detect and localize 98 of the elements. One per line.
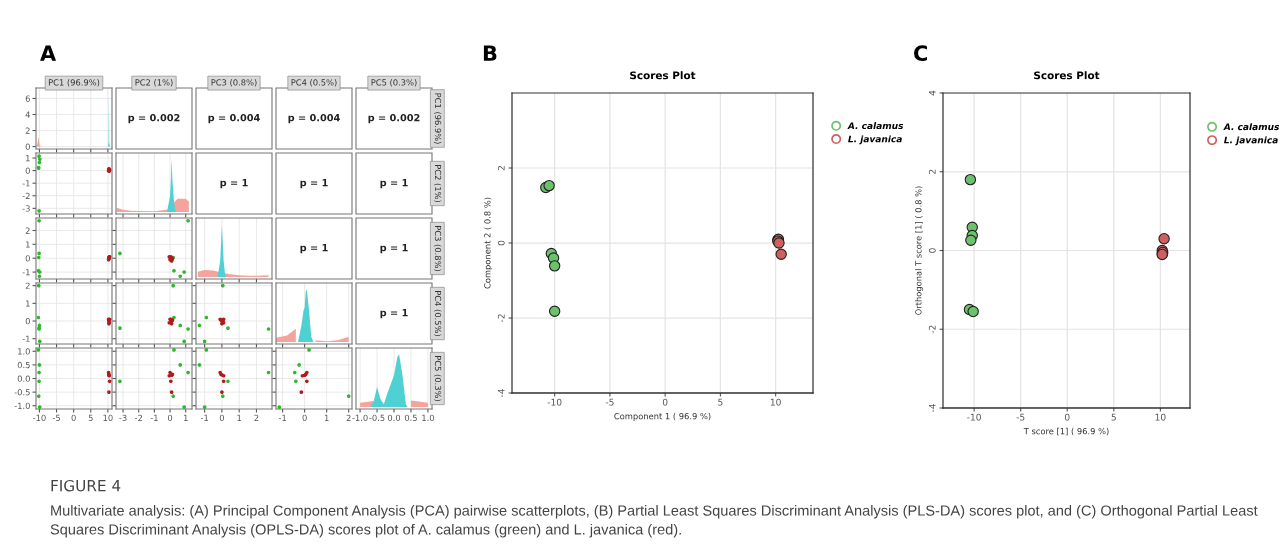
y-tick-label: 1 <box>26 155 30 162</box>
y-tick-label: 4 <box>25 111 30 118</box>
y-tick-label: -1 <box>22 180 30 187</box>
y-tick-label: 2 <box>928 169 936 174</box>
text: p = 1 <box>380 179 408 189</box>
x-tick-label: -3 <box>119 414 127 422</box>
y-tick-label: 4 <box>928 90 936 96</box>
y-tick-label: 1 <box>26 241 30 248</box>
x-tick-label: 0.0 <box>387 414 401 422</box>
chart-title: Scores Plot <box>1034 71 1100 80</box>
text: Multivariate analysis: (A) Principal Component Analysis (PCA) pairwise scatterplots, (B) Partial Least Squares Discriminant Analysis (PLS-DA) scores plot, and (C) Orthogonal Partial Least Squares Discriminant Analysis (OPLS-DA) scores plot of A. calamus (green) and L. javanica (red). <box>50 505 1258 538</box>
y-tick-label: -2 <box>22 192 30 199</box>
text: p = 0.004 <box>288 113 340 124</box>
y-tick-label: 0 <box>497 240 505 246</box>
x-tick-label: 1 <box>237 414 242 421</box>
x-tick-label: -0.5 <box>369 414 385 422</box>
text: p = 1 <box>300 244 328 254</box>
x-axis-title: Component 1 ( 96.9 %) <box>614 412 711 421</box>
y-tick-label: 0.5 <box>17 361 30 369</box>
y-tick-label: 2 <box>25 282 30 289</box>
text: p = 0.004 <box>208 113 260 124</box>
text: PC4 (0.5%) <box>433 291 442 337</box>
text: B <box>483 45 497 61</box>
caption: FIGURE 4 <box>51 479 121 492</box>
x-tick-label: -1 <box>200 414 209 421</box>
y-axis-title: Orthogonal T score [1] ( 0.8 %) <box>915 186 924 315</box>
x-tick-label: -10 <box>967 413 981 421</box>
x-tick-label: 5 <box>88 414 93 422</box>
text: PC1 (96.9%) <box>433 93 442 144</box>
x-tick-label: -5 <box>52 414 60 422</box>
legend-label: L. javanica <box>848 135 902 145</box>
text: PC3 (0.8%) <box>211 79 257 87</box>
x-tick-label: -10 <box>33 414 46 422</box>
y-tick-label: -4 <box>928 404 936 413</box>
x-tick-label: 10 <box>1155 413 1166 421</box>
x-tick-label: -1 <box>278 414 286 421</box>
text: p = 1 <box>380 244 408 254</box>
x-tick-label: -10 <box>547 398 562 406</box>
y-tick-label: 1 <box>26 300 30 307</box>
y-tick-label: -2 <box>928 325 936 334</box>
y-tick-label: 0 <box>928 248 936 253</box>
x-axis-title: T score [1] ( 96.9 %) <box>1023 427 1109 436</box>
y-tick-label: 0.0 <box>17 375 30 382</box>
y-tick-label: 0 <box>25 143 30 150</box>
y-tick-label: 2 <box>25 127 30 134</box>
x-tick-label: 0 <box>662 398 668 406</box>
x-tick-label: 10 <box>770 398 781 406</box>
y-axis-title: PC5 (0.3%) <box>433 356 442 402</box>
text: C <box>914 45 927 62</box>
chart-title: Scores Plot <box>630 71 696 80</box>
text: PC2 (1%) <box>135 79 173 87</box>
x-tick-label: 0.5 <box>404 414 417 422</box>
x-tick-label: 10 <box>103 414 113 422</box>
x-tick-label: -5 <box>605 398 614 406</box>
x-tick-label: 0 <box>1064 413 1070 421</box>
x-tick-label: 1.0 <box>422 414 434 422</box>
text: p = 1 <box>220 179 248 189</box>
y-tick-label: 0 <box>25 167 30 174</box>
y-tick-label: -0.5 <box>14 389 30 396</box>
y-tick-label: -1 <box>22 269 30 276</box>
text: p = 1 <box>380 309 408 319</box>
x-tick-label: 2 <box>346 414 351 421</box>
legend-label: L. javanica <box>1224 136 1278 146</box>
x-tick-label: 5 <box>1111 413 1116 421</box>
x-tick-label: 0 <box>167 414 173 422</box>
x-tick-label: 1 <box>324 414 329 421</box>
x-tick-label: -2 <box>134 414 143 421</box>
y-tick-label: 6 <box>25 95 30 102</box>
text: PC3 (0.8%) <box>433 226 442 272</box>
text: PC5 (0.3%) <box>371 79 417 87</box>
x-tick-label: 1 <box>184 414 188 421</box>
y-axis-title: Component 2 ( 0.8 %) <box>484 197 493 289</box>
text: PC2 (1%) <box>433 165 442 203</box>
y-tick-label: 2 <box>25 227 30 234</box>
x-tick-label: 2 <box>254 414 259 421</box>
x-tick-label: 0 <box>71 414 76 422</box>
legend-label: A. calamus <box>1223 123 1280 131</box>
x-tick-label: 0 <box>219 414 225 422</box>
text: p = 0.002 <box>368 113 420 124</box>
x-tick-label: -5 <box>1016 413 1025 421</box>
text: PC4 (0.5%) <box>291 79 337 87</box>
x-tick-label: -1.0 <box>352 414 368 422</box>
y-tick-label: 2 <box>497 166 505 171</box>
y-tick-label: 1.0 <box>18 348 30 355</box>
y-tick-label: -1 <box>22 335 30 342</box>
legend-label: A. calamus <box>847 122 904 130</box>
text: p = 0.002 <box>128 113 180 124</box>
x-tick-label: 5 <box>718 398 723 406</box>
y-tick-label: 0 <box>25 255 30 262</box>
x-tick-label: -1 <box>150 414 158 421</box>
text: p = 1 <box>300 179 328 189</box>
text: A <box>40 45 57 61</box>
y-tick-label: -2 <box>497 314 505 323</box>
y-tick-label: 0 <box>25 318 30 325</box>
chart-title: PC1 (96.9%) <box>48 79 100 87</box>
y-tick-label: -4 <box>497 389 505 398</box>
y-tick-label: -3 <box>22 205 30 212</box>
x-tick-label: 0 <box>302 414 307 422</box>
